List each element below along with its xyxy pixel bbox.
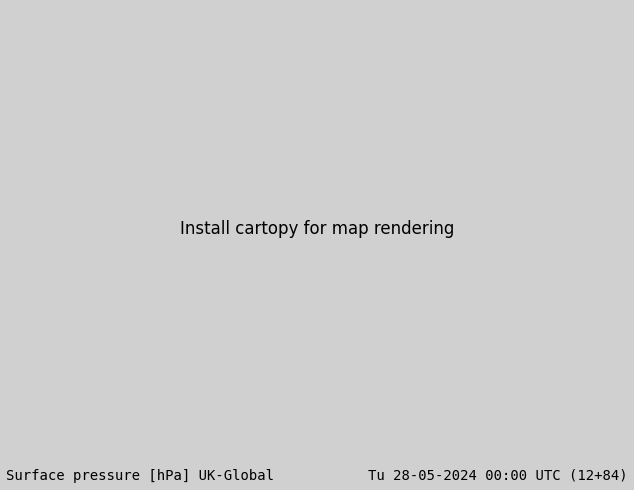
Text: Surface pressure [hPa] UK-Global: Surface pressure [hPa] UK-Global — [6, 468, 275, 483]
Text: Install cartopy for map rendering: Install cartopy for map rendering — [180, 220, 454, 238]
Text: Tu 28-05-2024 00:00 UTC (12+84): Tu 28-05-2024 00:00 UTC (12+84) — [368, 468, 628, 483]
